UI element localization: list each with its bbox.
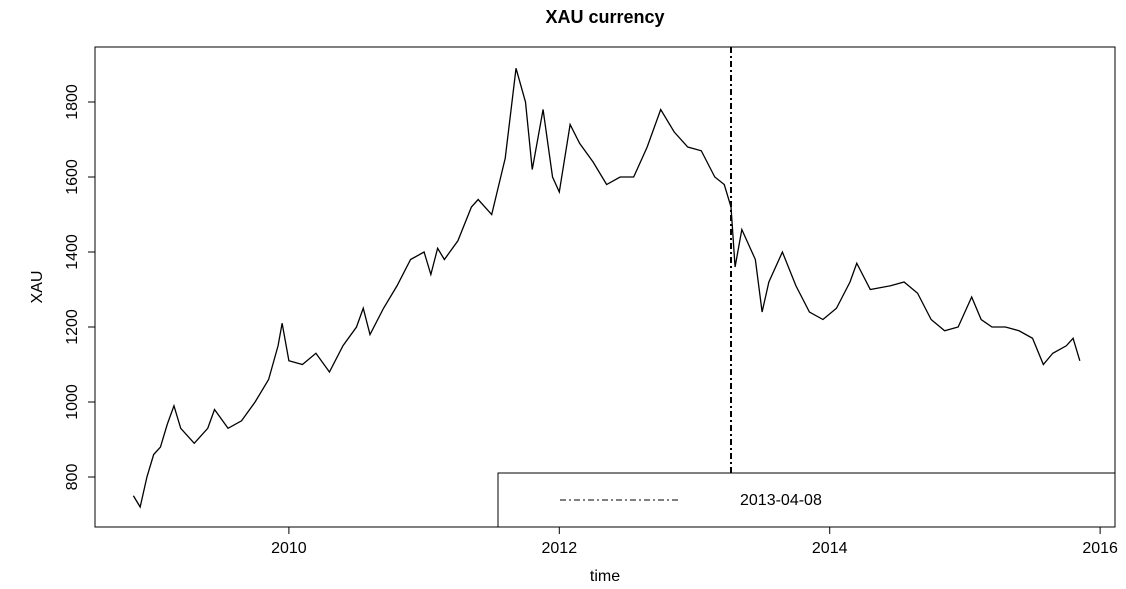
legend-box [497, 472, 1116, 528]
x-tick-label: 2014 [812, 540, 848, 557]
y-tick-label: 1400 [64, 234, 81, 270]
chart-title: XAU currency [545, 7, 664, 27]
y-tick-label: 1000 [64, 384, 81, 420]
y-axis-label: XAU [29, 271, 46, 304]
x-tick-label: 2010 [271, 540, 307, 557]
legend-label: 2013-04-08 [740, 492, 822, 509]
y-tick-label: 1800 [64, 84, 81, 120]
data-line [132, 68, 1081, 509]
y-tick-label: 1600 [64, 159, 81, 195]
x-tick-label: 2016 [1082, 540, 1118, 557]
y-tick-label: 800 [64, 464, 81, 491]
plot-frame [94, 46, 1116, 528]
x-tick-label: 2012 [542, 540, 578, 557]
x-axis-label: time [590, 568, 620, 584]
y-tick-label: 1200 [64, 309, 81, 345]
